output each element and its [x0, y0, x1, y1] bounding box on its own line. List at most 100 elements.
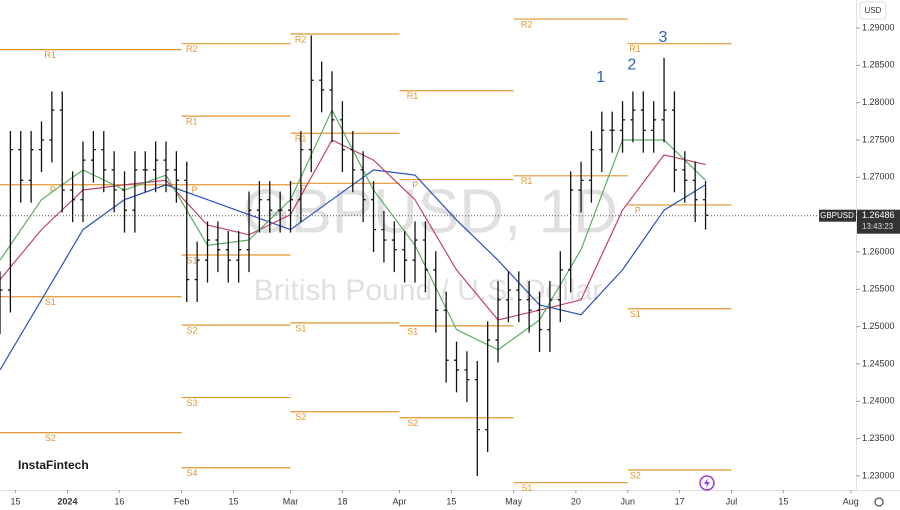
countdown-label: 13:43:23 [862, 222, 894, 231]
ohlc-bar [568, 171, 574, 293]
pivot-label: R2 [521, 19, 533, 29]
y-tick-label: 1.28000 [862, 97, 895, 107]
y-tick-label: 1.23500 [862, 433, 895, 443]
x-tick-label: Aug [843, 496, 859, 506]
ohlc-bar [329, 71, 335, 143]
ohlc-bar [215, 221, 221, 273]
ohlc-bar [111, 151, 117, 213]
pivot-label: R1 [521, 176, 533, 186]
last-price-label: 1.26486 [862, 210, 895, 220]
ohlc-bar [495, 281, 501, 363]
ohlc-bar [537, 291, 543, 353]
x-tick-label: Jul [726, 496, 738, 506]
wave-label: 3 [659, 29, 668, 46]
ohlc-bar [101, 131, 107, 193]
pivot-label: S4 [186, 468, 197, 478]
ohlc-bar [671, 91, 677, 193]
ohlc-bar [339, 101, 345, 173]
y-tick-label: 1.26000 [862, 246, 895, 256]
ohlc-bar [236, 231, 242, 283]
ohlc-bar [308, 35, 314, 173]
ohlc-bar [70, 171, 76, 223]
pivot-label: R1 [44, 50, 56, 60]
ohlc-bar [267, 181, 273, 233]
ohlc-bar [49, 91, 55, 163]
x-tick-label: 16 [114, 496, 124, 506]
ohlc-bar [692, 161, 698, 223]
y-tick-label: 1.25500 [862, 284, 895, 294]
wave-label: 1 [596, 69, 605, 86]
y-tick-label: 1.29000 [862, 22, 895, 32]
pivot-label: P [635, 205, 641, 215]
pivot-label: S1 [630, 309, 641, 319]
y-tick-label: 1.25000 [862, 321, 895, 331]
y-tick-label: 1.27500 [862, 134, 895, 144]
pivot-label: S1 [407, 326, 418, 336]
ohlc-bar [402, 231, 408, 283]
ohlc-bar [516, 271, 522, 323]
ohlc-bar [288, 181, 294, 233]
ohlc-bar [578, 161, 584, 213]
currency-button[interactable] [859, 1, 887, 20]
ohlc-bar [360, 151, 366, 223]
y-tick-label: 1.23000 [862, 470, 895, 480]
x-tick-label: 15 [778, 496, 788, 506]
x-tick-label: Feb [174, 496, 190, 506]
ohlc-bar [319, 61, 325, 113]
ohlc-bar [547, 281, 553, 353]
settings-icon[interactable] [874, 497, 884, 507]
ohlc-bar [651, 101, 657, 153]
x-tick-label: May [505, 496, 523, 506]
pivot-label: R2 [186, 44, 198, 54]
watermark-subtitle: British Pound / U.S. Dollar [254, 274, 602, 307]
ohlc-bar [526, 281, 532, 333]
pivot-label: R1 [407, 91, 419, 101]
pivot-label: S1 [186, 255, 197, 265]
event-icon[interactable] [699, 475, 715, 491]
ohlc-bar [640, 91, 646, 153]
currency-label[interactable]: USD [865, 6, 882, 15]
ohlc-bar [80, 141, 86, 223]
ohlc-bar [474, 360, 480, 476]
price-tag [857, 209, 900, 234]
x-tick-label: 18 [337, 496, 347, 506]
y-tick-label: 1.27000 [862, 172, 895, 182]
ohlc-bar [371, 181, 377, 252]
pivot-label: R1 [629, 44, 641, 54]
ohlc-bar [422, 221, 428, 293]
ohlc-bar [381, 210, 387, 263]
ohlc-bar [682, 151, 688, 203]
ohlc-bar [142, 151, 148, 193]
pivot-label: S2 [630, 470, 641, 480]
pivot-label: S1 [521, 483, 532, 493]
ohlc-bar [620, 101, 626, 153]
x-tick-label: 15 [228, 496, 238, 506]
x-tick-label: 15 [446, 496, 456, 506]
pivot-label: S2 [186, 326, 197, 336]
pivot-label: P [50, 185, 56, 195]
ohlc-bar [0, 271, 3, 335]
ohlc-bar [412, 221, 418, 283]
ohlc-bar [18, 131, 24, 203]
ohlc-bar [256, 181, 262, 233]
ohlc-bar [454, 341, 460, 393]
ohlc-bar [630, 91, 636, 143]
pivot-label: S2 [295, 412, 306, 422]
pivot-label: S3 [186, 398, 197, 408]
pivot-label: P [300, 184, 306, 194]
pivot-label: S1 [295, 323, 306, 333]
symbol-label: GBPUSD [820, 211, 854, 220]
ohlc-bar [7, 131, 13, 313]
ohlc-bar [588, 131, 594, 203]
ohlc-bar [505, 271, 511, 323]
x-tick-label: 20 [571, 496, 581, 506]
ohlc-bar [153, 141, 159, 193]
y-tick-label: 1.24000 [862, 396, 895, 406]
event-icon-bolt [704, 478, 710, 488]
x-tick-label: Mar [283, 496, 299, 506]
x-tick-label: Apr [392, 496, 406, 506]
pivot-label: R1 [186, 116, 198, 126]
ohlc-bar [464, 351, 470, 403]
ohlc-bar [443, 291, 449, 383]
